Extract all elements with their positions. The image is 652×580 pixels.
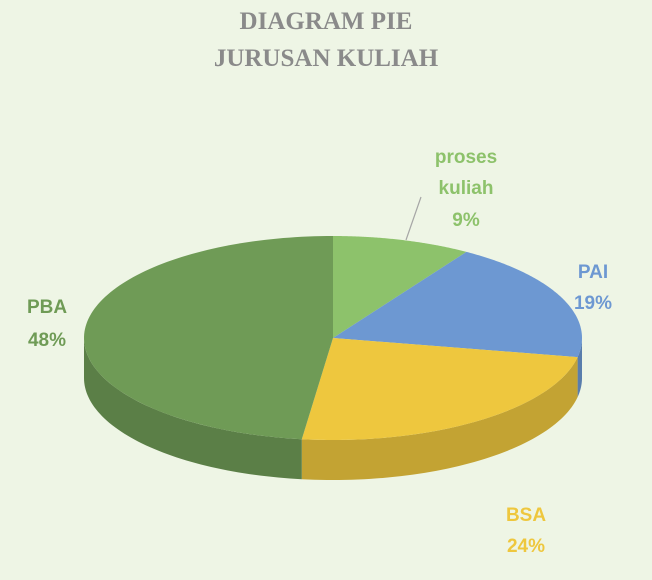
- slice: [333, 251, 582, 358]
- chart-title: JURUSAN KULIAH: [213, 45, 439, 72]
- slice-side: [84, 338, 302, 480]
- category-label: BSA: [505, 505, 547, 526]
- slice: [333, 236, 467, 338]
- category-label: PAI: [577, 262, 609, 283]
- leader-line: [405, 196, 422, 241]
- category-label: proses kuliah: [434, 147, 498, 199]
- value-label: 9%: [452, 210, 480, 231]
- chart-title: DIAGRAM PIE: [239, 8, 413, 35]
- slice: [84, 236, 334, 440]
- slice-side: [301, 357, 578, 480]
- value-label: 48%: [27, 330, 67, 351]
- slice: [301, 338, 578, 440]
- slice-side: [577, 338, 582, 398]
- value-label: 24%: [506, 536, 546, 557]
- category-label: PBA: [26, 297, 68, 318]
- value-label: 19%: [573, 293, 613, 314]
